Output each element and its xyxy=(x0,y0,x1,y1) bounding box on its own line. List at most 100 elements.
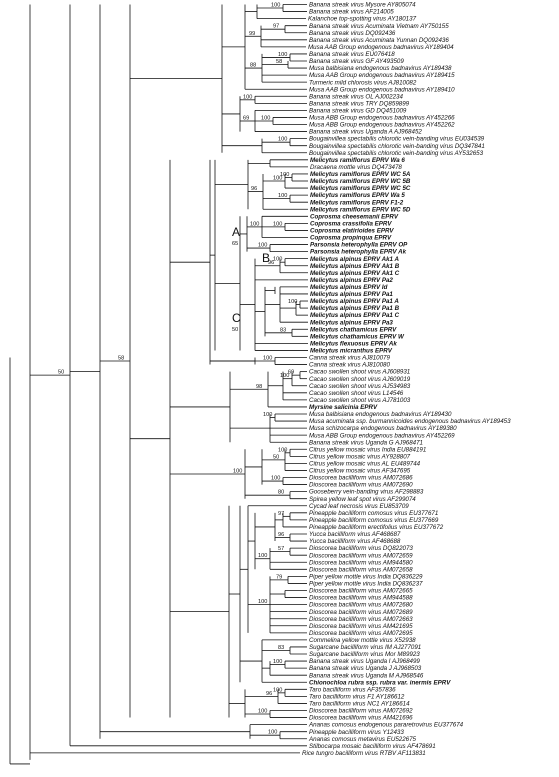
leaf-label: Bougainvillea spectabilis chlorotic vein… xyxy=(309,150,484,157)
leaf-label: Dioscorea bacilliform virus AM072665 xyxy=(309,588,413,595)
leaf-label: Dioscorea bacilliform virus AM072686 xyxy=(309,475,413,482)
leaf-label: Taro bacilliform virus AF357836 xyxy=(309,686,396,693)
leaf-label: Dioscorea bacilliform virus AM072663 xyxy=(309,616,413,623)
leaf-label: Melicytus alpinus EPRV Pa1 C xyxy=(310,312,400,319)
leaf-label: Melicytus alpinus EPRV Ak1 B xyxy=(310,263,400,270)
leaf-label: Banana streak virus OL AJ002234 xyxy=(309,93,403,100)
bootstrap-value: 100 xyxy=(258,553,267,559)
leaf-label: Melicytus alpinus EPRV Id xyxy=(310,284,388,291)
leaf-label: Melicytus alpinus EPRV Pa1 xyxy=(310,291,393,298)
clade-label-b: B xyxy=(262,251,270,265)
leaf-label: Melicytus ramiflorus EPRV WC 5D xyxy=(310,206,411,213)
leaf-label: Dracaena mottle virus DQ473478 xyxy=(310,164,402,171)
leaf-label: Dioscorea bacilliform virus AM072695 xyxy=(309,630,413,637)
leaf-label: Musa AAB Group endogenous badnavirus AY1… xyxy=(308,44,454,51)
bootstrap-value: 96 xyxy=(266,691,272,697)
leaf-label: Canna streak virus AJ810080 xyxy=(309,362,391,369)
leaf-label: Musa ABB Group endogenous badnavirus AY4… xyxy=(309,432,455,439)
leaf-label: Melicytus ramiflorus EPRV WC 5B xyxy=(310,178,411,185)
leaf-label: Banana streak virus Uganda A AJ968452 xyxy=(309,129,422,136)
leaf-label: Pineapple bacilliform comosus virus EU37… xyxy=(309,517,439,524)
leaf-label: Musa balbisiana endogenous badnavirus AY… xyxy=(309,411,452,418)
leaf-label: Melicytus ramiflorus EPRV WC 5C xyxy=(310,185,411,192)
leaf-label: Musa schizocarpa endogenous badnavirus A… xyxy=(309,425,457,432)
leaf-label: Coprosma crassifolia EPRV xyxy=(310,220,392,227)
leaf-label: Canna streak virus AJ810079 xyxy=(309,355,391,362)
leaf-label: Dioscorea bacilliform virus AM072692 xyxy=(309,708,413,715)
bootstrap-value: 99 xyxy=(249,31,255,37)
leaf-label: Dioscorea bacilliform virus DQ822073 xyxy=(309,545,413,552)
bootstrap-value: 58 xyxy=(276,59,282,65)
leaf-label: Cycad leaf necrosis virus EU853709 xyxy=(309,503,409,510)
bootstrap-value: 100 xyxy=(278,52,287,58)
bootstrap-value: 100 xyxy=(258,243,267,249)
bootstrap-value: 96 xyxy=(268,260,274,266)
leaf-label: Cacao swollen shoot virus AJ534983 xyxy=(309,383,411,390)
leaf-label: Dioscorea bacilliform virus AM944588 xyxy=(309,595,413,602)
leaf-label: Melicytus alpinus EPRV Ak1 C xyxy=(310,270,400,277)
leaf-label: Cacao swollen shoot virus AJ781003 xyxy=(309,397,411,404)
leaf-label: Banana streak virus Uganda J AJ968503 xyxy=(309,665,422,672)
leaf-label: Citrus yellow mosaic virus AF347695 xyxy=(309,468,411,475)
leaf-label: Bougainvillea spectabilis chlorotic vein… xyxy=(309,136,485,143)
leaf-label: Banana streak virus Acuminata Yunnan DQ0… xyxy=(309,37,449,44)
leaf-label: Piper yellow mottle virus India DQ836229 xyxy=(309,573,423,580)
bootstrap-value: 97 xyxy=(273,24,279,30)
clade-label-a: A xyxy=(232,225,240,239)
bootstrap-value: 50 xyxy=(58,370,64,376)
bootstrap-value: 100 xyxy=(268,730,277,736)
leaf-label: Banana streak virus AF214005 xyxy=(309,9,394,16)
leaf-label: Citrus yellow mosaic virus AY928807 xyxy=(309,453,411,460)
leaf-label: Rice tungro bacilliform virus RTBV AF113… xyxy=(302,750,426,757)
leaf-label: Kalanchoe top-spotting virus AY180137 xyxy=(308,16,417,23)
leaf-label: Melicytus alpinus EPRV Pa1 B xyxy=(310,305,400,312)
bootstrap-value: 100 xyxy=(258,599,267,605)
leaf-label: Dioscorea bacilliform virus AM421695 xyxy=(309,623,413,630)
leaf-label: Banana streak virus Mysore AY805074 xyxy=(309,2,416,9)
leaf-label: Melicytus ramiflorus EPRV Wa 6 xyxy=(310,157,405,164)
leaf-label: Yucca bacilliform virus AF468688 xyxy=(309,538,401,545)
bootstrap-value: 100 xyxy=(273,221,282,227)
leaf-label: Ananas comosus endogenous pararetrovirus… xyxy=(308,722,464,729)
leaf-label: Coprosma propinqua EPRV xyxy=(310,235,392,242)
leaf-label: Banana streak virus DQ092436 xyxy=(309,30,396,37)
bootstrap-value: 100 xyxy=(280,172,289,178)
bootstrap-value: 96 xyxy=(251,186,257,192)
leaf-label: Dioscorea bacilliform virus AM072659 xyxy=(309,552,413,559)
leaf-label: Dioscorea bacilliform virus AM944580 xyxy=(309,559,413,566)
bootstrap-value: 57 xyxy=(278,546,284,552)
bootstrap-value: 80 xyxy=(278,490,284,496)
leaf-label: Melicytus chathamicus EPRV xyxy=(310,326,397,333)
clade-label-c: C xyxy=(232,311,241,325)
clade-support: 65 xyxy=(232,241,238,247)
bootstrap-value: 100 xyxy=(278,447,287,453)
leaf-label: Musa ABB Group endogenous badnavirus AY4… xyxy=(309,122,455,129)
leaf-label: Taro bacilliform virus NC1 AY186614 xyxy=(309,701,410,708)
leaf-label: Melicytus alpinus EPRV Ak1 A xyxy=(310,256,399,263)
bootstrap-value: 100 xyxy=(261,115,270,121)
bootstrap-value: 88 xyxy=(250,63,256,69)
bootstrap-value: 100 xyxy=(263,412,272,418)
bootstrap-value: 83 xyxy=(278,645,284,651)
leaf-label: Banana streak virus Uganda G AJ968471 xyxy=(309,439,423,446)
bootstrap-value: 100 xyxy=(280,373,289,379)
leaf-label: Parsonsia heterophylla EPRV Ak xyxy=(310,249,407,256)
bootstrap-value: 97 xyxy=(278,511,284,517)
bootstrap-value: 100 xyxy=(258,709,267,715)
leaf-label: Dioscorea bacilliform virus AM072690 xyxy=(309,482,413,489)
leaf-label: Banana streak virus GF AY493509 xyxy=(309,58,404,65)
leaf-label: Cacao swollen shoot virus L14546 xyxy=(309,390,404,397)
leaf-label: Musa acuminata ssp. burmannicoides endog… xyxy=(309,418,511,425)
leaf-label: Dioscorea bacilliform virus AM072680 xyxy=(309,602,413,609)
leaf-label: Cacao swollen shoot virus AJ608931 xyxy=(309,369,410,376)
leaf-label: Melicytus ramiflorus EPRV F1-2 xyxy=(310,199,404,206)
bootstrap-value: 100 xyxy=(233,468,242,474)
leaf-label: Musa AAB Group endogenous badnavirus AY1… xyxy=(309,72,455,79)
leaf-label: Melicytus chathamicus EPRV W xyxy=(310,333,405,340)
leaf-label: Dioscorea bacilliform virus AM072658 xyxy=(309,566,413,573)
leaf-label: Melicytus micranthus EPRV xyxy=(310,348,393,355)
leaf-label: Chionochloa rubra ssp. rubra var. inermi… xyxy=(309,679,451,686)
bootstrap-value: 100 xyxy=(278,137,287,143)
bootstrap-value: 100 xyxy=(263,356,272,362)
